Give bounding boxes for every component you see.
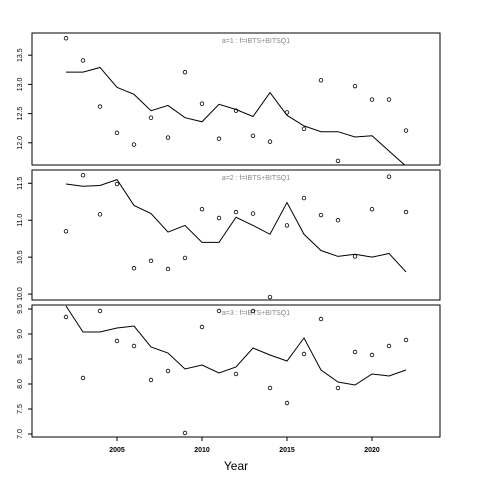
point [216,136,222,141]
point [80,172,86,178]
point [250,133,256,138]
point [216,308,222,314]
point [403,209,409,215]
x-tick-label: 2020 [364,447,380,454]
point [301,126,307,131]
y-tick-label: 13.5 [17,48,24,62]
point [301,351,307,357]
point [403,128,409,133]
point [97,212,103,217]
y-tick-label: 11.5 [17,177,24,190]
x-tick-label: 2010 [194,447,210,454]
point [165,368,171,374]
point [335,218,341,223]
point [199,206,205,212]
point [352,254,358,259]
point [131,343,137,349]
y-tick-label: 7.5 [17,404,24,414]
y-tick-label: 9.5 [17,304,24,314]
y-tick-label: 10.0 [17,287,24,301]
point [267,294,273,300]
point [250,211,256,216]
point [165,266,171,272]
panel-frame [31,32,441,166]
point [63,314,69,320]
point [318,212,324,218]
panel-title: a=2 : f=IBTS+BITSQ1 [222,175,290,182]
y-tick-label: 12.0 [17,136,24,150]
panel-title: a=1 : f=IBTS+BITSQ1 [222,38,290,45]
point [114,181,120,187]
y-tick-label: 13.0 [17,77,24,91]
point [97,308,103,314]
point [80,58,86,63]
line [65,179,407,273]
line [66,66,406,165]
y-tick-label: 11.0 [17,214,24,227]
point [267,139,273,144]
point [148,377,154,383]
x-axis-title: Year [224,459,248,473]
point [182,430,188,436]
y-tick-label: 8.5 [17,354,24,364]
point [335,158,341,164]
point [114,338,120,344]
x-tick-label: 2015 [279,447,295,454]
point [386,343,392,349]
point [148,258,154,264]
panel-title: a=3 : f=IBTS+BITSQ1 [222,310,290,317]
point [386,174,392,179]
point [199,324,205,330]
line [65,305,407,386]
point [165,135,171,140]
plot-area [63,36,409,165]
point [233,371,239,377]
y-tick-label: 7.0 [17,429,24,439]
point [199,101,205,106]
point [233,209,239,215]
point [403,337,409,343]
point [97,104,103,109]
point [335,385,341,391]
plot-area [63,305,409,436]
point [63,36,69,41]
point [80,375,86,381]
panel-frame [31,169,441,301]
panel-frame [31,304,441,438]
point [369,97,375,102]
point [63,229,69,234]
y-tick-label: 8.0 [17,379,24,389]
point [131,266,137,271]
point [284,223,290,228]
plot-area [63,172,409,300]
point [352,349,358,355]
point [267,385,273,391]
point [369,352,375,358]
point [148,115,154,120]
point [318,78,324,83]
point [216,215,222,221]
x-tick-label: 2005 [109,447,125,454]
point [352,83,358,89]
y-tick-label: 9.0 [17,329,24,339]
point [250,308,256,314]
point [182,255,188,261]
point [131,142,137,147]
y-tick-label: 10.5 [17,250,24,264]
point [182,69,188,75]
point [318,316,324,322]
y-tick-label: 12.5 [17,107,24,121]
point [386,97,392,102]
point [301,195,307,201]
point [114,130,120,136]
point [369,206,375,212]
point [284,400,290,406]
